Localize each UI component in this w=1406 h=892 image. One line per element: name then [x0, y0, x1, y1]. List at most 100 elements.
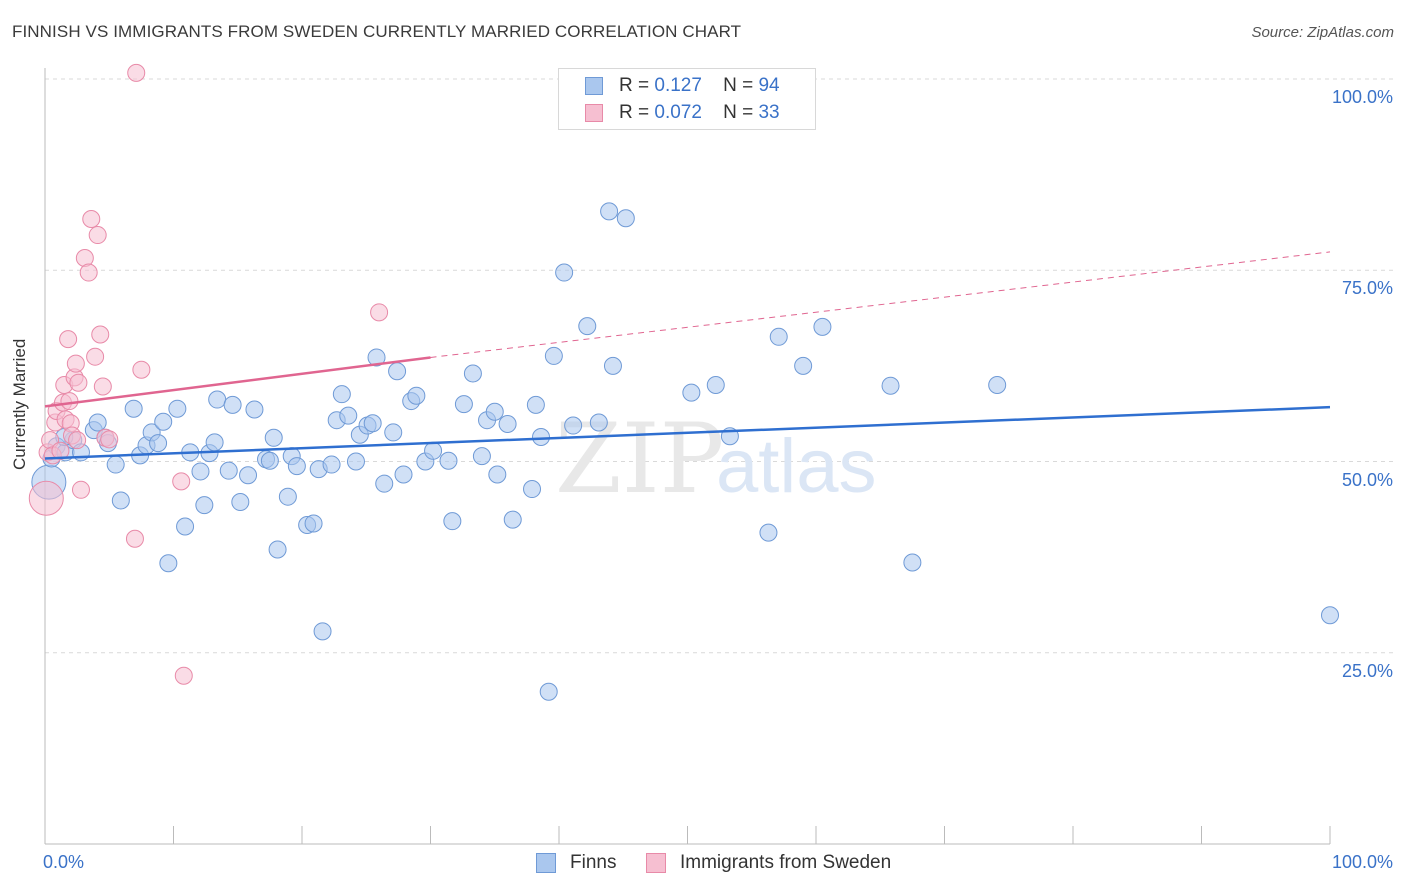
finns-n-label: N = — [723, 75, 754, 96]
finns-r-value: 0.127 — [654, 75, 702, 96]
finns-point — [88, 413, 107, 432]
finns-point — [260, 451, 279, 470]
finns-point — [394, 465, 413, 484]
y-tick-label-3: 100.0% — [1331, 87, 1393, 107]
finns-point — [488, 465, 507, 484]
sweden-point — [132, 360, 151, 379]
sweden-point — [68, 431, 87, 450]
finns-point — [1321, 606, 1339, 625]
sweden-point — [82, 209, 101, 228]
sweden-point — [79, 263, 98, 282]
finns-point — [603, 356, 622, 375]
finns-point — [195, 496, 214, 515]
finns-point — [154, 412, 173, 431]
finns-point — [503, 510, 522, 529]
finns-trend-line — [44, 405, 1331, 460]
finns-point — [367, 348, 386, 367]
finns-point — [439, 451, 458, 470]
finns-point — [208, 390, 227, 409]
finns-point — [313, 622, 332, 641]
finns-point — [544, 346, 563, 365]
finns-point — [339, 406, 358, 425]
legend-label-finns: Finns — [570, 852, 617, 873]
finns-point — [407, 386, 426, 405]
grid — [45, 78, 1393, 654]
finns-point — [769, 327, 788, 346]
source-label: Source: ZipAtlas.com — [1251, 24, 1394, 41]
sweden-point — [91, 325, 110, 344]
finns-point — [346, 452, 365, 471]
finns-point — [223, 395, 242, 414]
finns-point — [424, 441, 443, 460]
finns-point — [205, 433, 224, 452]
finns-point — [903, 553, 922, 572]
finns-point — [168, 399, 187, 418]
finns-point — [304, 514, 323, 533]
trend-lines — [44, 251, 1331, 460]
y-tick-label-0: 25.0% — [1341, 660, 1393, 681]
sweden-point — [174, 666, 193, 685]
sweden-point — [100, 430, 119, 449]
finns-point — [454, 395, 473, 414]
watermark: ZIP atlas — [555, 403, 877, 515]
finns-point — [526, 395, 545, 414]
finns-point — [813, 317, 832, 336]
finns-point — [268, 540, 287, 559]
legend: Finns Immigrants from Sweden — [0, 852, 1406, 878]
finns-point — [219, 461, 238, 480]
stats-box: R = 0.127 N = 94 R = 0.072 N = 33 — [558, 68, 816, 130]
finns-point — [539, 682, 558, 701]
finns-point — [881, 376, 900, 395]
chart-title: FINNISH VS IMMIGRANTS FROM SWEDEN CURREN… — [12, 22, 742, 41]
sweden-point — [60, 392, 79, 411]
sweden-point — [28, 480, 64, 516]
sweden-point — [88, 226, 107, 245]
finns-point — [682, 383, 701, 402]
finns-point — [443, 512, 462, 531]
finns-point — [706, 376, 725, 394]
sweden-point — [370, 303, 389, 322]
watermark-atlas: atlas — [716, 424, 877, 509]
finns-point — [332, 385, 351, 404]
sweden-point — [69, 373, 88, 392]
y-tick-label-1: 50.0% — [1341, 469, 1393, 490]
finns-point — [278, 487, 297, 506]
finns-point — [564, 416, 583, 435]
sweden-r-value: 0.072 — [654, 102, 702, 123]
finns-point — [472, 447, 491, 466]
finns-point — [149, 434, 168, 453]
sweden-point — [172, 472, 191, 491]
sweden-point — [127, 63, 146, 82]
sweden-trend-line — [44, 356, 431, 408]
finns-point — [600, 202, 619, 221]
finns-point — [375, 474, 394, 493]
sweden-n-label: N = — [723, 102, 754, 123]
legend-label-sweden: Immigrants from Sweden — [680, 852, 892, 873]
finns-point — [264, 428, 283, 447]
finns-point — [191, 462, 210, 481]
sweden-point — [86, 347, 105, 366]
sweden-point — [93, 377, 112, 396]
finns-point — [363, 414, 382, 433]
finns-point — [124, 399, 143, 418]
sweden-trend-extension — [430, 251, 1331, 358]
sweden-point — [59, 330, 78, 349]
finns-point — [287, 457, 306, 476]
finns-point — [231, 493, 250, 512]
sweden-point — [66, 354, 85, 373]
finns-point — [111, 491, 130, 510]
finns-point — [616, 209, 635, 228]
finns-point — [532, 428, 551, 447]
finns-point — [589, 413, 608, 432]
finns-point — [245, 400, 264, 419]
finns-point — [523, 480, 542, 499]
x-tick-label-1: 100.0% — [1331, 852, 1393, 872]
sweden-point — [71, 480, 90, 499]
finns-point — [578, 317, 597, 336]
finns-point — [322, 455, 341, 474]
finns-point — [555, 263, 574, 282]
finns-point — [106, 455, 125, 474]
y-tick-label-2: 75.0% — [1341, 278, 1393, 299]
x-tick-label-0: 0.0% — [43, 852, 85, 872]
